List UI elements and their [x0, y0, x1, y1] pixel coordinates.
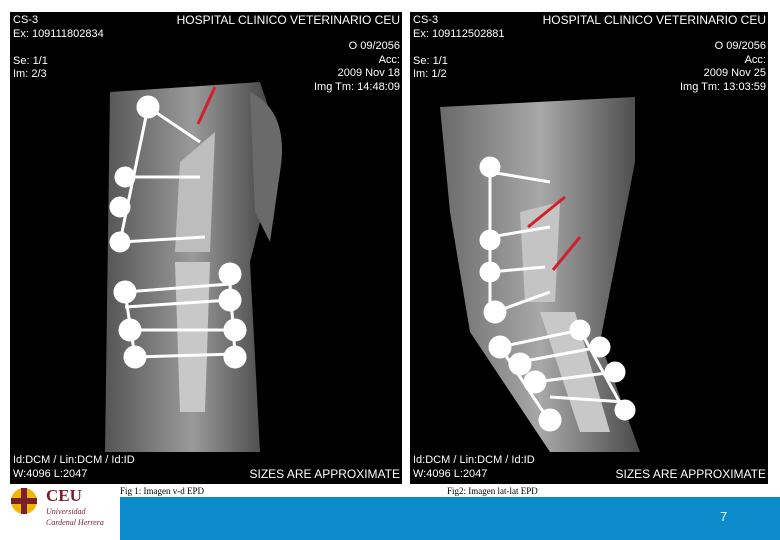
logo-line: Cardenal Herrera: [46, 518, 104, 527]
hospital-name: HOSPITAL CLINICO VETERINARIO CEU: [542, 13, 766, 27]
arrow: [527, 195, 582, 271]
overlay-text: 2009 Nov 25: [703, 67, 766, 79]
caption: Fig2: Imagen lat-lat EPD: [447, 486, 538, 496]
caption: Fig 1: Imagen v-d EPD: [120, 486, 204, 496]
xray-image: CS-3 Ex: 109111802834 Se: 1/1 Im: 2/3 HOSPIT…: [10, 12, 402, 484]
overlay-text: Ex: 109112502881: [413, 28, 505, 40]
overlay-text: CS-3: [13, 14, 39, 26]
overlay-text: Im: 1/2: [413, 68, 447, 80]
overlay-text: SIZES ARE APPROXIMATE: [249, 467, 401, 481]
overlay-text: Ex: 109111802834: [13, 28, 104, 40]
xray-image: CS-3 Ex: 109112502881 Se: 1/1 Im: 1/2 HOSPIT…: [410, 12, 768, 484]
logo-line: Universidad: [46, 507, 86, 516]
overlay-text: Id:DCM / Lin:DCM / Id:ID: [413, 454, 535, 466]
xray-drawing: [105, 82, 282, 452]
overlay-text: CS-3: [413, 14, 439, 26]
bone: [175, 132, 215, 252]
page-number: 7: [720, 509, 728, 524]
overlay-text: W:4096 L:2047: [13, 468, 88, 480]
logo-emblem: [11, 488, 37, 514]
overlay-text: SIZES ARE APPROXIMATE: [615, 467, 767, 481]
xray-drawing: [440, 97, 640, 452]
overlay-text: 2009 Nov 18: [337, 67, 400, 79]
bone: [175, 262, 210, 412]
overlay-text: Id:DCM / Lin:DCM / Id:ID: [13, 454, 135, 466]
overlay-text: Se: 1/1: [413, 55, 448, 67]
overlay-text: Img Tm: 14:48:09: [313, 81, 400, 93]
overlay-text: Acc:: [378, 54, 400, 66]
fixator: [109, 95, 247, 369]
footer-bar: [120, 497, 780, 540]
overlay-text: Img Tm: 13:03:59: [679, 81, 766, 93]
overlay-text: Im: 2/3: [13, 68, 47, 80]
logo-name: CEU: [46, 486, 82, 505]
bone: [540, 312, 610, 432]
overlay-text: O 09/2056: [714, 40, 766, 52]
overlay-text: Se: 1/1: [13, 55, 48, 67]
hospital-name: HOSPITAL CLINICO VETERINARIO CEU: [176, 13, 400, 27]
overlay-text: W:4096 L:2047: [413, 468, 488, 480]
overlay-text: Acc:: [744, 54, 766, 66]
arrow: [196, 86, 217, 125]
overlay-text: O 09/2056: [348, 40, 400, 52]
tissue: [250, 92, 282, 242]
fixator: [479, 156, 636, 432]
